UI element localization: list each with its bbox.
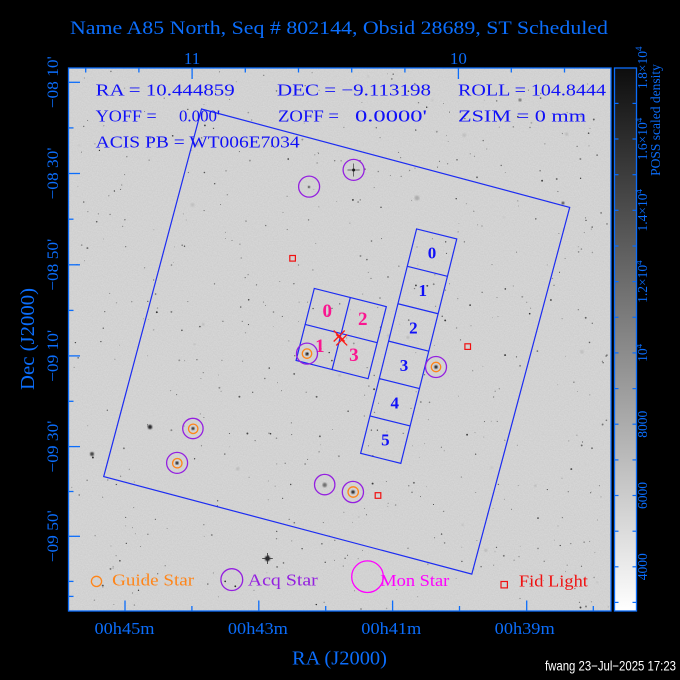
svg-text:Mon Star: Mon Star — [380, 571, 449, 590]
svg-text:0.000': 0.000' — [179, 107, 220, 126]
svg-text:−09 30': −09 30' — [45, 420, 62, 472]
svg-text:0: 0 — [322, 301, 332, 322]
svg-text:0.0000': 0.0000' — [355, 107, 427, 126]
svg-text:DEC = −9.113198: DEC = −9.113198 — [277, 81, 431, 100]
svg-text:3: 3 — [400, 356, 409, 375]
svg-text:1.2×104: 1.2×104 — [634, 260, 650, 303]
svg-text:1.6×104: 1.6×104 — [634, 117, 650, 160]
svg-text:1.8×104: 1.8×104 — [634, 46, 650, 89]
svg-text:8000: 8000 — [635, 410, 650, 437]
svg-text:Acq Star: Acq Star — [248, 571, 318, 590]
svg-text:6000: 6000 — [635, 482, 650, 509]
svg-text:5: 5 — [381, 431, 390, 450]
svg-text:00h45m: 00h45m — [95, 619, 155, 638]
svg-text:1: 1 — [315, 336, 325, 357]
svg-text:Name A85 North, Seq # 802144,: Name A85 North, Seq # 802144, Obsid 2868… — [70, 18, 609, 39]
svg-text:−09 50': −09 50' — [45, 510, 62, 562]
svg-text:3: 3 — [349, 345, 359, 366]
svg-text:1: 1 — [418, 281, 427, 300]
svg-text:−08 30': −08 30' — [45, 147, 62, 199]
svg-text:−08 10': −08 10' — [45, 56, 62, 108]
svg-text:00h43m: 00h43m — [228, 619, 288, 638]
svg-text:POSS scaled density: POSS scaled density — [648, 64, 663, 176]
svg-text:2: 2 — [358, 309, 368, 330]
svg-text:fwang 23−Jul−2025 17:23: fwang 23−Jul−2025 17:23 — [545, 659, 676, 674]
svg-text:YOFF =: YOFF = — [96, 107, 157, 126]
svg-text:−08 50': −08 50' — [45, 239, 62, 291]
svg-text:00h39m: 00h39m — [495, 619, 555, 638]
svg-text:ACIS PB = WT006E7034: ACIS PB = WT006E7034 — [96, 133, 301, 152]
svg-text:RA (J2000): RA (J2000) — [292, 648, 387, 670]
svg-text:00h41m: 00h41m — [361, 619, 421, 638]
svg-text:Dec (J2000): Dec (J2000) — [17, 288, 39, 390]
svg-text:11: 11 — [184, 49, 200, 68]
svg-text:10: 10 — [450, 49, 467, 68]
svg-text:4: 4 — [390, 393, 399, 412]
svg-text:ZSIM = 0 mm: ZSIM = 0 mm — [458, 107, 586, 126]
svg-text:2: 2 — [409, 319, 418, 338]
svg-text:Fid Light: Fid Light — [519, 572, 588, 591]
svg-text:0: 0 — [428, 244, 437, 263]
svg-text:−09 10': −09 10' — [45, 330, 62, 382]
svg-text:ROLL = 104.8444: ROLL = 104.8444 — [458, 81, 607, 100]
svg-text:Guide Star: Guide Star — [112, 571, 194, 590]
svg-text:ZOFF =: ZOFF = — [278, 107, 339, 126]
svg-text:1.4×104: 1.4×104 — [634, 189, 650, 232]
svg-text:4000: 4000 — [635, 553, 650, 580]
svg-text:RA = 10.444859: RA = 10.444859 — [96, 81, 235, 100]
